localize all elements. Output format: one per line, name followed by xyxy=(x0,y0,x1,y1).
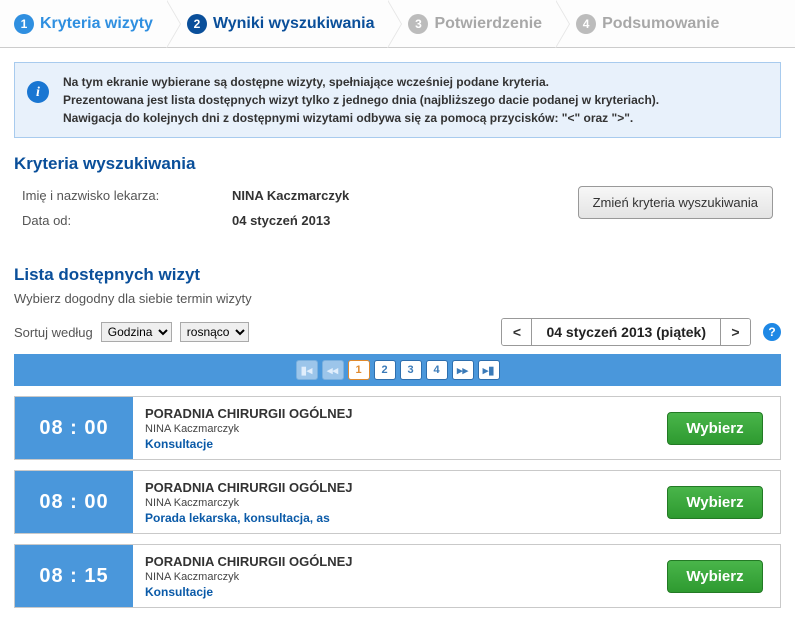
select-button[interactable]: Wybierz xyxy=(667,412,762,445)
date-navigator: < 04 styczeń 2013 (piątek) > xyxy=(501,318,751,346)
result-department: PORADNIA CHIRURGII OGÓLNEJ xyxy=(145,554,638,569)
page-next-button[interactable]: ▸▸ xyxy=(452,360,474,380)
date-current: 04 styczeń 2013 (piątek) xyxy=(532,319,720,345)
page-1-button[interactable]: 1 xyxy=(348,360,370,380)
result-doctor: NINA Kaczmarczyk xyxy=(145,497,638,509)
step-3: 3 Potwierdzenie xyxy=(398,0,556,48)
result-doctor: NINA Kaczmarczyk xyxy=(145,571,638,583)
criteria-labels: Imię i nazwisko lekarza: Data od: xyxy=(22,184,232,233)
result-visit-type[interactable]: Konsultacje xyxy=(145,585,638,599)
result-body: PORADNIA CHIRURGII OGÓLNEJ NINA Kaczmarc… xyxy=(133,545,650,607)
result-body: PORADNIA CHIRURGII OGÓLNEJ NINA Kaczmarc… xyxy=(133,397,650,459)
criteria-heading: Kryteria wyszukiwania xyxy=(14,154,781,174)
step-1-label: Kryteria wizyty xyxy=(40,15,153,33)
date-next-button[interactable]: > xyxy=(720,319,750,345)
help-icon[interactable]: ? xyxy=(763,323,781,341)
date-prev-button[interactable]: < xyxy=(502,319,532,345)
page-first-button[interactable]: ▮◂ xyxy=(296,360,318,380)
info-line2: Prezentowana jest lista dostępnych wizyt… xyxy=(63,93,659,107)
result-action: Wybierz xyxy=(650,471,780,533)
result-body: PORADNIA CHIRURGII OGÓLNEJ NINA Kaczmarc… xyxy=(133,471,650,533)
info-text: Na tym ekranie wybierane są dostępne wiz… xyxy=(63,73,659,127)
criteria-label-date: Data od: xyxy=(22,209,232,234)
info-icon: i xyxy=(27,81,49,103)
controls-row: Sortuj według Godzina rosnąco < 04 stycz… xyxy=(0,306,795,354)
step-2-num: 2 xyxy=(187,14,207,34)
sort-field-select[interactable]: Godzina xyxy=(101,322,172,342)
step-3-num: 3 xyxy=(408,14,428,34)
result-doctor: NINA Kaczmarczyk xyxy=(145,423,638,435)
list-section: Lista dostępnych wizyt Wybierz dogodny d… xyxy=(0,247,795,306)
result-department: PORADNIA CHIRURGII OGÓLNEJ xyxy=(145,406,638,421)
result-visit-type[interactable]: Konsultacje xyxy=(145,437,638,451)
criteria-values: NINA Kaczmarczyk 04 styczeń 2013 xyxy=(232,184,578,233)
step-bar: 1 Kryteria wizyty 2 Wyniki wyszukiwania … xyxy=(0,0,795,48)
info-panel: i Na tym ekranie wybierane są dostępne w… xyxy=(14,62,781,138)
step-3-label: Potwierdzenie xyxy=(434,15,542,33)
result-time: 08 : 00 xyxy=(15,471,133,533)
list-subtitle: Wybierz dogodny dla siebie termin wizyty xyxy=(14,291,781,306)
pagination: ▮◂ ◂◂ 1 2 3 4 ▸▸ ▸▮ xyxy=(14,354,781,386)
page-last-button[interactable]: ▸▮ xyxy=(478,360,500,380)
result-card: 08 : 00 PORADNIA CHIRURGII OGÓLNEJ NINA … xyxy=(14,396,781,460)
page-4-button[interactable]: 4 xyxy=(426,360,448,380)
page-2-button[interactable]: 2 xyxy=(374,360,396,380)
sort-order-select[interactable]: rosnąco xyxy=(180,322,249,342)
criteria-label-doctor: Imię i nazwisko lekarza: xyxy=(22,184,232,209)
select-button[interactable]: Wybierz xyxy=(667,486,762,519)
step-4: 4 Podsumowanie xyxy=(566,0,733,48)
criteria-value-doctor: NINA Kaczmarczyk xyxy=(232,184,578,209)
result-card: 08 : 15 PORADNIA CHIRURGII OGÓLNEJ NINA … xyxy=(14,544,781,608)
result-time: 08 : 15 xyxy=(15,545,133,607)
list-heading: Lista dostępnych wizyt xyxy=(14,265,781,285)
change-criteria-button[interactable]: Zmień kryteria wyszukiwania xyxy=(578,186,773,219)
info-line1: Na tym ekranie wybierane są dostępne wiz… xyxy=(63,75,549,89)
info-line3: Nawigacja do kolejnych dni z dostępnymi … xyxy=(63,111,633,125)
results-list: 08 : 00 PORADNIA CHIRURGII OGÓLNEJ NINA … xyxy=(0,396,795,622)
result-action: Wybierz xyxy=(650,397,780,459)
result-time: 08 : 00 xyxy=(15,397,133,459)
step-2-label: Wyniki wyszukiwania xyxy=(213,15,375,33)
step-4-num: 4 xyxy=(576,14,596,34)
result-visit-type[interactable]: Porada lekarska, konsultacja, as xyxy=(145,511,638,525)
page-prev-button[interactable]: ◂◂ xyxy=(322,360,344,380)
sort-label: Sortuj według xyxy=(14,325,93,340)
result-card: 08 : 00 PORADNIA CHIRURGII OGÓLNEJ NINA … xyxy=(14,470,781,534)
step-2: 2 Wyniki wyszukiwania xyxy=(177,0,389,48)
result-action: Wybierz xyxy=(650,545,780,607)
step-4-label: Podsumowanie xyxy=(602,15,719,33)
result-department: PORADNIA CHIRURGII OGÓLNEJ xyxy=(145,480,638,495)
select-button[interactable]: Wybierz xyxy=(667,560,762,593)
step-1-num: 1 xyxy=(14,14,34,34)
step-1[interactable]: 1 Kryteria wizyty xyxy=(4,0,167,48)
criteria-section: Kryteria wyszukiwania Imię i nazwisko le… xyxy=(0,148,795,247)
criteria-value-date: 04 styczeń 2013 xyxy=(232,209,578,234)
page-3-button[interactable]: 3 xyxy=(400,360,422,380)
